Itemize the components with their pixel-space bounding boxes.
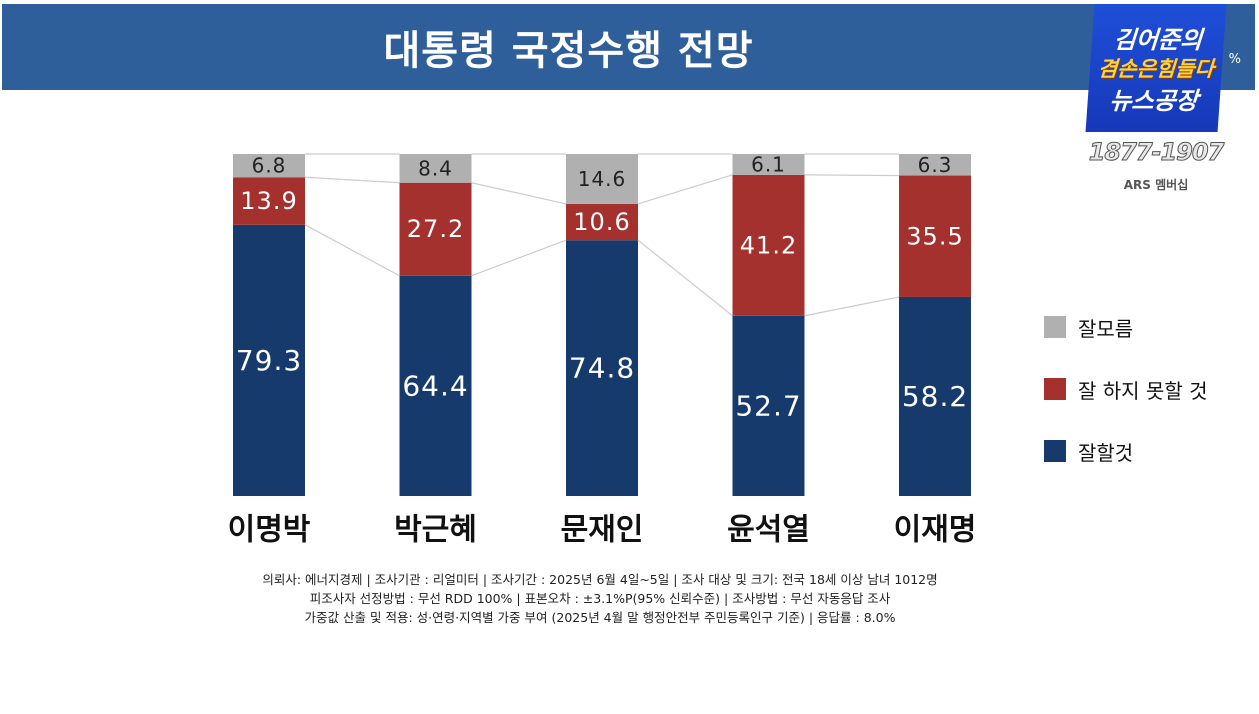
bar-bad-0: [233, 177, 305, 225]
chart-legend: 잘모름 잘 하지 못할 것 잘할것: [1044, 296, 1207, 482]
legend-swatch-good: [1044, 440, 1066, 462]
footnote-line-3: 가중값 산출 및 적용: 성·연령·지역별 가중 부여 (2025년 4월 말 …: [304, 610, 896, 625]
data-label-good-1: 64.4: [402, 369, 468, 402]
connector-line-1-0: [304, 176, 400, 184]
footnote-line-1: 의뢰사: 에너지경제 | 조사기관 : 리얼미터 | 조사기간 : 2025년 …: [262, 572, 938, 587]
data-label-bad-4: 35.5: [906, 222, 963, 250]
bar-dont-know-1: [399, 154, 472, 183]
footnote-line-2: 피조사자 선정방법 : 무선 RDD 100% | 표본오차 : ±3.1%P(…: [309, 591, 891, 606]
bar-dont-know-4: [899, 154, 971, 176]
legend-item-dont-know: 잘모름: [1044, 296, 1207, 358]
data-label-bad-1: 27.2: [407, 215, 464, 243]
connector-line-1-3: [804, 174, 900, 177]
data-label-bad-3: 41.2: [740, 231, 797, 259]
bar-bad-2: [566, 203, 638, 241]
bar-good-1: [399, 275, 472, 496]
unit-label: %: [1228, 52, 1241, 67]
bar-dont-know-3: [732, 154, 805, 175]
title-bar: 대통령 국정수행 전망 %: [2, 4, 1255, 90]
legend-swatch-bad: [1044, 378, 1066, 400]
data-label-good-0: 79.3: [236, 344, 302, 377]
bar-dont-know-0: [233, 154, 305, 178]
bar-good-3: [732, 315, 805, 496]
data-label-dont-know-1: 8.4: [418, 156, 453, 180]
bar-bad-1: [399, 182, 472, 276]
data-label-good-4: 58.2: [902, 380, 968, 413]
bar-bad-3: [732, 174, 805, 316]
connector-line-1-1: [471, 182, 567, 205]
ars-phone-number: 1877-1907: [1088, 138, 1225, 167]
legend-label-dont-know: 잘모름: [1078, 316, 1134, 341]
category-label-4: 이재명: [894, 513, 977, 548]
data-label-dont-know-2: 14.6: [578, 167, 627, 191]
bar-good-0: [233, 224, 305, 496]
data-label-good-2: 74.8: [569, 352, 635, 385]
connector-line-1-2: [637, 174, 733, 205]
connector-line-0-3: [804, 296, 900, 317]
connector-line-0-0: [304, 224, 400, 277]
connector-line-0-2: [637, 239, 733, 317]
category-label-0: 이명박: [228, 513, 311, 548]
legend-item-bad: 잘 하지 못할 것: [1044, 358, 1207, 420]
data-label-bad-0: 13.9: [240, 187, 297, 215]
legend-item-good: 잘할것: [1044, 420, 1207, 482]
legend-label-good: 잘할것: [1078, 440, 1134, 465]
data-label-dont-know-4: 6.3: [918, 153, 953, 177]
data-label-dont-know-3: 6.1: [751, 152, 786, 176]
legend-swatch-dont-know: [1044, 316, 1066, 338]
bar-dont-know-2: [566, 154, 638, 204]
data-label-bad-2: 10.6: [573, 208, 630, 236]
bar-good-4: [899, 296, 971, 496]
page-title: 대통령 국정수행 전망: [383, 28, 754, 74]
connector-line-0-1: [471, 239, 567, 277]
data-label-good-3: 52.7: [735, 389, 801, 422]
legend-label-bad: 잘 하지 못할 것: [1078, 378, 1208, 403]
category-label-2: 문재인: [561, 513, 644, 548]
ars-membership-label: ARS 멤버십: [1123, 178, 1189, 192]
category-label-3: 윤석열: [727, 513, 810, 548]
bar-good-2: [566, 240, 638, 496]
survey-footnote: 의뢰사: 에너지경제 | 조사기관 : 리얼미터 | 조사기간 : 2025년 …: [200, 570, 1000, 627]
category-label-1: 박근혜: [394, 513, 477, 548]
bar-bad-4: [899, 175, 971, 297]
data-label-dont-know-0: 6.8: [252, 154, 287, 178]
